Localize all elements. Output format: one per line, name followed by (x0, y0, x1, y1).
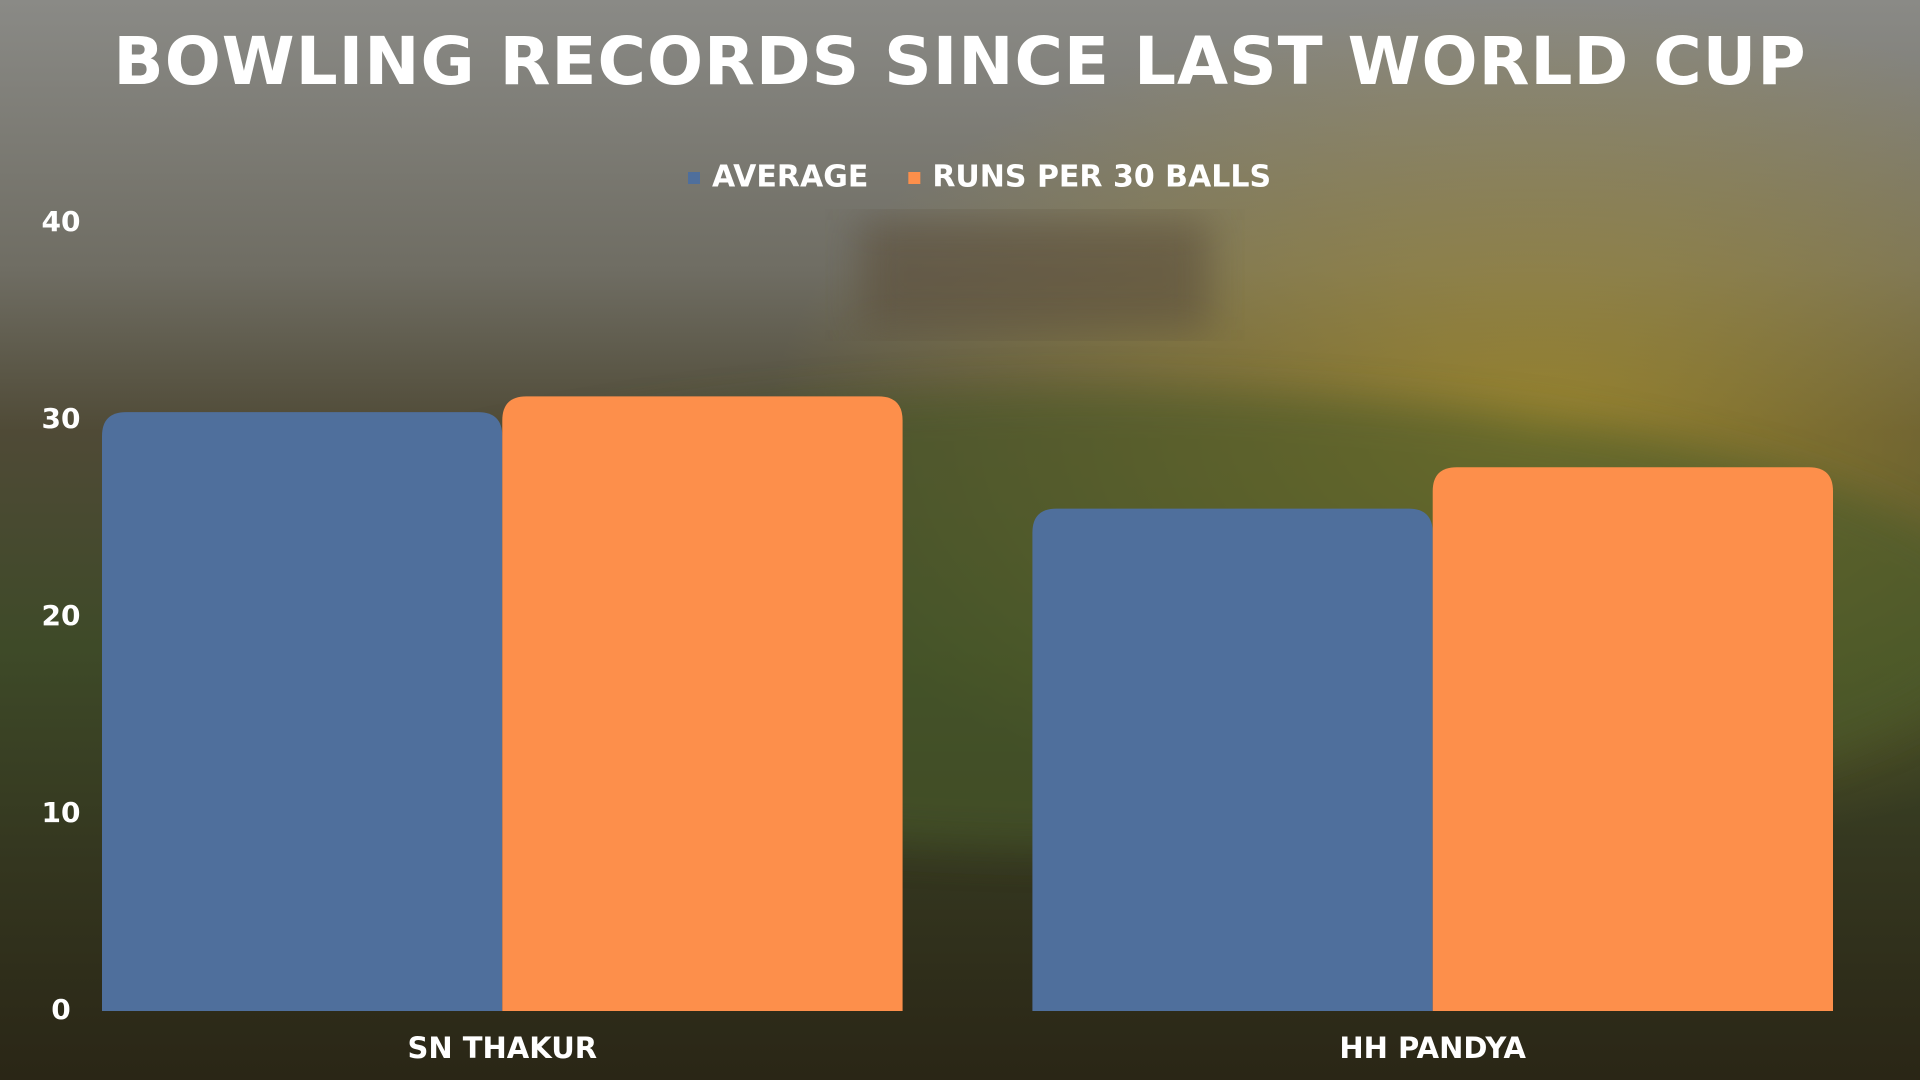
bar (1432, 467, 1833, 1011)
x-tick-label: SN THAKUR (407, 1031, 597, 1065)
legend: AVERAGE RUNS PER 30 BALLS (688, 160, 1271, 195)
bar (102, 412, 503, 1011)
y-tick-label: 30 (42, 402, 81, 435)
bar (502, 396, 903, 1011)
legend-label: RUNS PER 30 BALLS (932, 160, 1271, 195)
y-tick-label: 0 (51, 993, 70, 1026)
legend-swatch (908, 172, 921, 184)
legend-label: AVERAGE (712, 160, 868, 195)
y-tick-label: 20 (42, 599, 81, 632)
y-tick-label: 10 (42, 796, 81, 829)
y-tick-label: 40 (42, 205, 81, 238)
chart-title: BOWLING RECORDS SINCE LAST WORLD CUP (113, 23, 1806, 100)
bar (1032, 508, 1433, 1011)
x-tick-label: HH PANDYA (1339, 1031, 1526, 1065)
legend-swatch (688, 172, 700, 184)
